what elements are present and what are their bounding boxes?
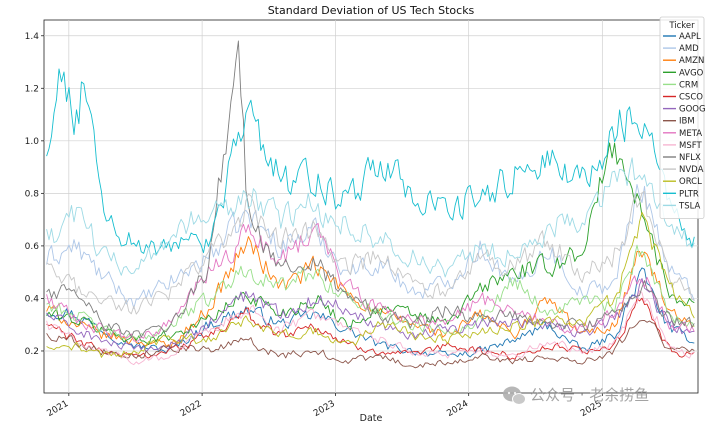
y-tick-label: 0.8 — [25, 189, 40, 199]
series-line-ibm — [46, 320, 695, 369]
legend-label-nflx: NFLX — [679, 153, 701, 163]
series-line-goog — [46, 278, 695, 353]
series-line-msft — [46, 290, 695, 366]
legend-label-amd: AMD — [679, 44, 699, 54]
legend-label-tsla: TSLA — [678, 201, 701, 211]
series-layer — [46, 40, 695, 369]
series-line-pltr — [46, 68, 695, 255]
series-line-amd — [46, 183, 695, 309]
legend-label-amzn: AMZN — [679, 56, 704, 66]
legend-label-meta: META — [679, 129, 702, 139]
legend-label-crm: CRM — [679, 80, 698, 90]
series-line-nvda — [46, 191, 695, 315]
y-tick-label: 1.2 — [25, 84, 39, 94]
y-tick-label: 0.2 — [25, 347, 39, 357]
series-line-tsla — [46, 157, 695, 278]
legend-label-orcl: ORCL — [679, 177, 702, 187]
watermark: 公众号 · 老余捞鱼 — [503, 386, 649, 405]
legend-label-csco: CSCO — [679, 93, 703, 103]
legend-label-ibm: IBM — [679, 117, 695, 127]
legend-label-nvda: NVDA — [679, 165, 704, 175]
legend-label-goog: GOOG — [679, 105, 706, 115]
chart-title: Standard Deviation of US Tech Stocks — [268, 4, 475, 17]
x-axis-title: Date — [360, 413, 383, 424]
series-line-nflx — [46, 40, 695, 338]
grid — [44, 20, 698, 393]
y-tick-label: 0.6 — [25, 242, 40, 252]
y-tick-label: 1.4 — [25, 32, 40, 42]
y-tick-label: 0.4 — [25, 294, 40, 304]
chat-bubble-icon — [503, 386, 526, 405]
series-line-avgo — [46, 142, 695, 345]
legend-label-msft: MSFT — [679, 141, 702, 151]
legend-label-avgo: AVGO — [679, 68, 704, 78]
legend-box — [659, 16, 705, 219]
legend-label-pltr: PLTR — [679, 189, 699, 199]
y-tick-label: 1.0 — [25, 137, 40, 147]
series-line-meta — [46, 222, 695, 342]
legend-label-aapl: AAPL — [679, 32, 701, 42]
watermark-text: 公众号 · 老余捞鱼 — [530, 386, 649, 404]
series-line-orcl — [46, 211, 695, 358]
legend-title: Ticker — [668, 21, 695, 31]
